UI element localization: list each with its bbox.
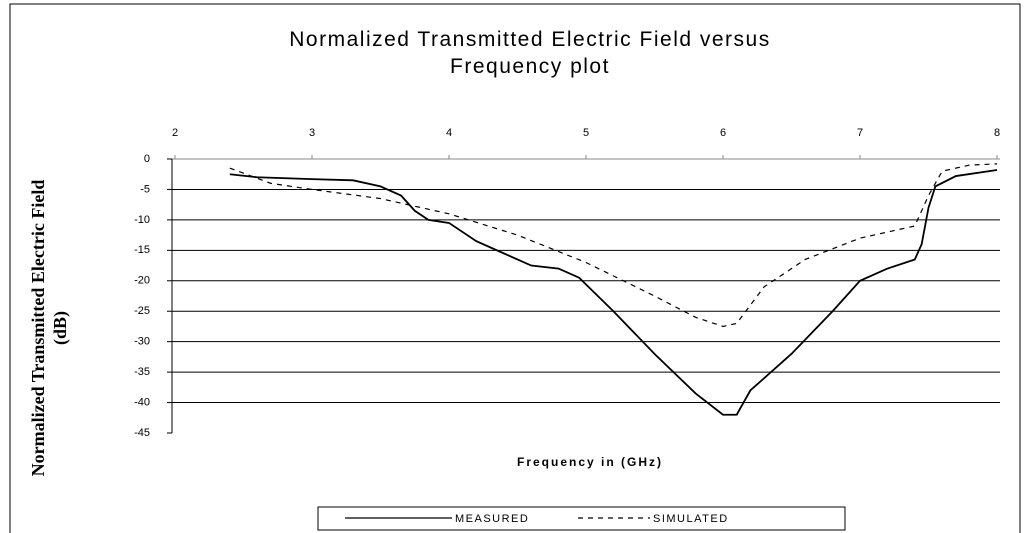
chart-title: Normalized Transmitted Electric Field ve…: [289, 28, 771, 78]
x-tick-label: 4: [446, 127, 452, 139]
x-tick-label: 8: [994, 127, 1000, 139]
y-tick-label: -5: [140, 183, 150, 195]
y-tick-label: -25: [134, 305, 150, 317]
chart-frame: [9, 3, 1021, 533]
x-tick-label: 7: [857, 127, 863, 139]
x-tick-label: 3: [309, 127, 315, 139]
y-tick-label: -40: [134, 396, 150, 408]
y-tick-label: -35: [134, 366, 150, 378]
y-axis-label: Normalized Transmitted Electric Field (d…: [28, 179, 70, 477]
line-series: [229, 169, 998, 416]
y-tick-label: -15: [134, 244, 150, 256]
y-tick-label: -20: [134, 275, 150, 287]
y-tick-label: -10: [134, 214, 150, 226]
legend-label: MEASURED: [455, 513, 529, 525]
y-tick-label: 0: [144, 153, 150, 165]
x-axis-label: Frequency in (GHz): [516, 455, 663, 469]
x-tick-label: 5: [583, 127, 589, 139]
y-tick-label: -45: [134, 427, 150, 439]
y-tick-label: -30: [134, 336, 150, 348]
line-series: [229, 163, 998, 328]
x-tick-label: 6: [720, 127, 726, 139]
legend-label: SIMULATED: [653, 513, 729, 525]
x-tick-label: 2: [172, 127, 178, 139]
